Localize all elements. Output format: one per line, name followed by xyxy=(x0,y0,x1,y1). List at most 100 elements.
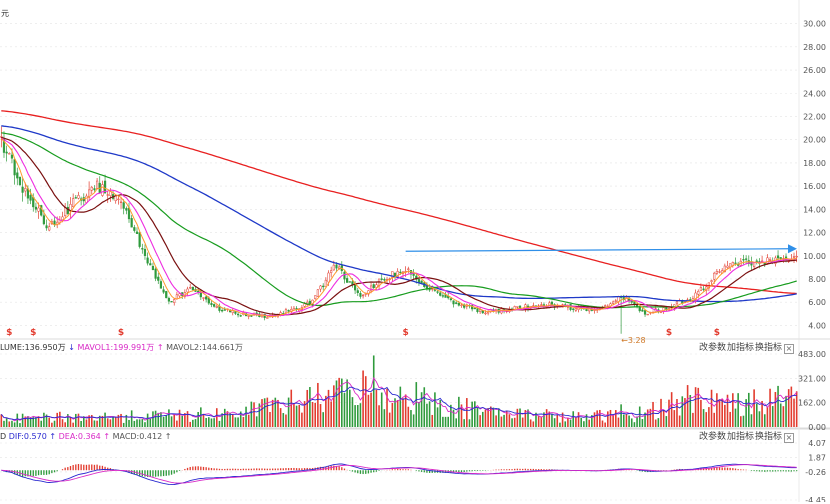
candle-body xyxy=(694,292,697,301)
volume-add-indicator-button[interactable]: 加指标 xyxy=(727,343,755,353)
volume-bar xyxy=(761,400,763,427)
signal-marker[interactable]: $ xyxy=(118,328,124,338)
volume-bar xyxy=(364,376,367,427)
macd-tick-label: -0.26 xyxy=(805,468,826,477)
candle-body xyxy=(213,304,216,307)
volume-bar xyxy=(367,394,370,427)
volume-bar xyxy=(726,394,729,427)
candle-body xyxy=(753,262,756,267)
candle-body xyxy=(48,226,51,231)
volume-bar xyxy=(173,414,176,427)
volume-bar xyxy=(636,416,638,427)
candle-body xyxy=(755,260,758,262)
candle-body xyxy=(766,257,769,264)
macd-param-button[interactable]: 改参数 xyxy=(699,432,727,442)
candle-body xyxy=(45,225,48,229)
candle-body xyxy=(162,289,165,293)
volume-bar xyxy=(564,421,567,427)
candle-body xyxy=(643,310,647,315)
volume-bar xyxy=(580,417,583,427)
signal-marker[interactable]: $ xyxy=(666,328,672,338)
volume-bar xyxy=(513,417,516,427)
volume-bar xyxy=(311,402,314,427)
signal-marker[interactable]: $ xyxy=(714,328,720,338)
volume-bar xyxy=(747,392,750,427)
volume-bar xyxy=(356,405,359,427)
price-axis: 30.00 28.00 26.00 24.00 22.00 20.00 18.00 16.00… xyxy=(798,20,826,504)
volume-bar xyxy=(274,397,277,427)
volume-bar xyxy=(415,382,418,427)
signal-marker[interactable]: $ xyxy=(403,328,409,338)
volume-switch-indicator-button[interactable]: 换指标 xyxy=(755,343,783,353)
candle-body xyxy=(64,207,67,216)
candle-body xyxy=(122,202,125,209)
price-panel[interactable]: ←3.28 $ $ $ $ $ $ xyxy=(0,110,798,345)
volume-bar xyxy=(479,415,481,427)
macd-panel[interactable] xyxy=(1,463,798,486)
candle-body xyxy=(367,290,370,295)
dif-arrow: ↑ xyxy=(49,432,57,441)
volume-bar xyxy=(585,414,588,427)
candle-body xyxy=(21,186,24,193)
candle-body xyxy=(327,272,330,283)
candle-body xyxy=(585,308,588,312)
volume-bar xyxy=(114,417,117,427)
volume-bar xyxy=(620,404,622,427)
macd-tick-label: 1.87 xyxy=(808,454,826,463)
signal-marker[interactable]: $ xyxy=(30,328,36,338)
dea-value: DEA:0.364 xyxy=(58,432,101,441)
volume-bar xyxy=(372,355,375,427)
trend-arrow-line[interactable] xyxy=(405,248,789,252)
macd-add-indicator-button[interactable]: 加指标 xyxy=(727,432,755,442)
volume-bar xyxy=(511,418,513,427)
candle-body xyxy=(5,151,8,154)
volume-bar xyxy=(202,413,205,427)
macd-close-button[interactable]: × xyxy=(784,433,794,443)
candle-body xyxy=(72,198,75,207)
candle-body xyxy=(383,279,386,281)
volume-bar xyxy=(122,422,125,427)
volume-bar xyxy=(684,398,686,427)
volume-bar xyxy=(755,403,758,427)
volume-param-button[interactable]: 改参数 xyxy=(699,343,727,353)
volume-bar xyxy=(724,404,726,427)
signal-marker[interactable]: $ xyxy=(6,328,12,338)
candle-body xyxy=(141,248,144,250)
candle-body xyxy=(167,297,171,302)
candle-body xyxy=(186,288,189,293)
volume-bar xyxy=(737,393,739,427)
candle-body xyxy=(42,215,45,225)
candle-body xyxy=(308,300,311,305)
macd-switch-indicator-button[interactable]: 换指标 xyxy=(755,432,783,442)
volume-bar xyxy=(239,411,242,427)
candle-body xyxy=(540,304,543,306)
candle-body xyxy=(151,265,155,271)
candle-body xyxy=(117,198,120,201)
volume-bar xyxy=(380,392,383,427)
volume-panel[interactable] xyxy=(0,355,798,427)
volume-bar xyxy=(625,414,628,427)
candle-body xyxy=(346,278,349,283)
volume-bar xyxy=(713,412,716,427)
candle-body xyxy=(449,298,452,300)
volume-close-button[interactable]: × xyxy=(784,344,794,354)
volume-bar xyxy=(247,414,250,427)
volume-bar xyxy=(21,413,24,427)
volume-legend: LUME:136.950万 ↓ MAVOL1:199.991万 ↑ MAVOL2… xyxy=(0,343,243,353)
volume-bar xyxy=(309,387,311,427)
volume-bar xyxy=(218,420,221,427)
volume-bar xyxy=(527,409,529,427)
volume-bar xyxy=(370,392,372,427)
candle-body xyxy=(457,302,460,306)
volume-bar xyxy=(346,379,348,427)
volume-bar xyxy=(160,412,162,427)
candle-body xyxy=(550,301,554,305)
volume-bar xyxy=(93,420,96,427)
candle-body xyxy=(61,216,64,221)
volume-bar xyxy=(763,414,766,427)
candle-body xyxy=(135,231,139,234)
volume-bar xyxy=(777,385,779,427)
candle-body xyxy=(221,310,224,312)
volume-bar xyxy=(383,409,386,427)
volume-bar xyxy=(633,422,636,427)
